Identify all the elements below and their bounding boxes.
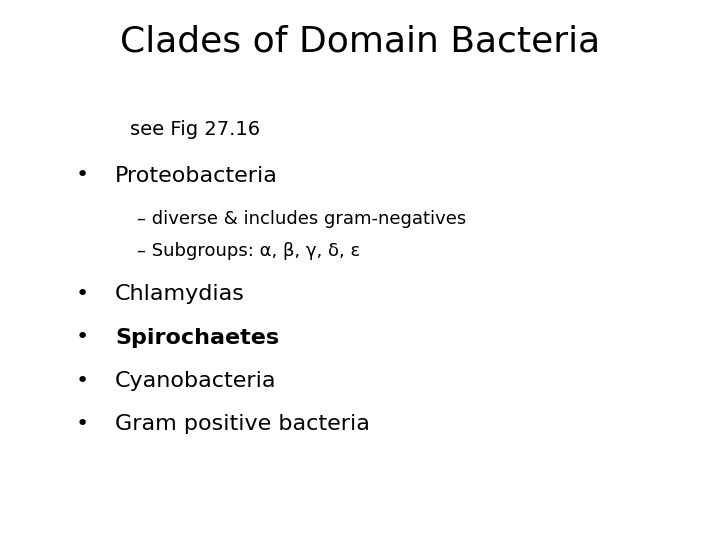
- Text: •: •: [76, 165, 89, 186]
- Text: •: •: [76, 370, 89, 391]
- Text: Cyanobacteria: Cyanobacteria: [115, 370, 276, 391]
- Text: Spirochaetes: Spirochaetes: [115, 327, 279, 348]
- Text: – Subgroups: α, β, γ, δ, ε: – Subgroups: α, β, γ, δ, ε: [137, 242, 360, 260]
- Text: – diverse & includes gram-negatives: – diverse & includes gram-negatives: [137, 210, 466, 228]
- Text: see Fig 27.16: see Fig 27.16: [130, 120, 260, 139]
- Text: •: •: [76, 327, 89, 348]
- Text: •: •: [76, 414, 89, 434]
- Text: Gram positive bacteria: Gram positive bacteria: [115, 414, 370, 434]
- Text: Proteobacteria: Proteobacteria: [115, 165, 278, 186]
- Text: •: •: [76, 284, 89, 305]
- Text: Clades of Domain Bacteria: Clades of Domain Bacteria: [120, 24, 600, 58]
- Text: Chlamydias: Chlamydias: [115, 284, 245, 305]
